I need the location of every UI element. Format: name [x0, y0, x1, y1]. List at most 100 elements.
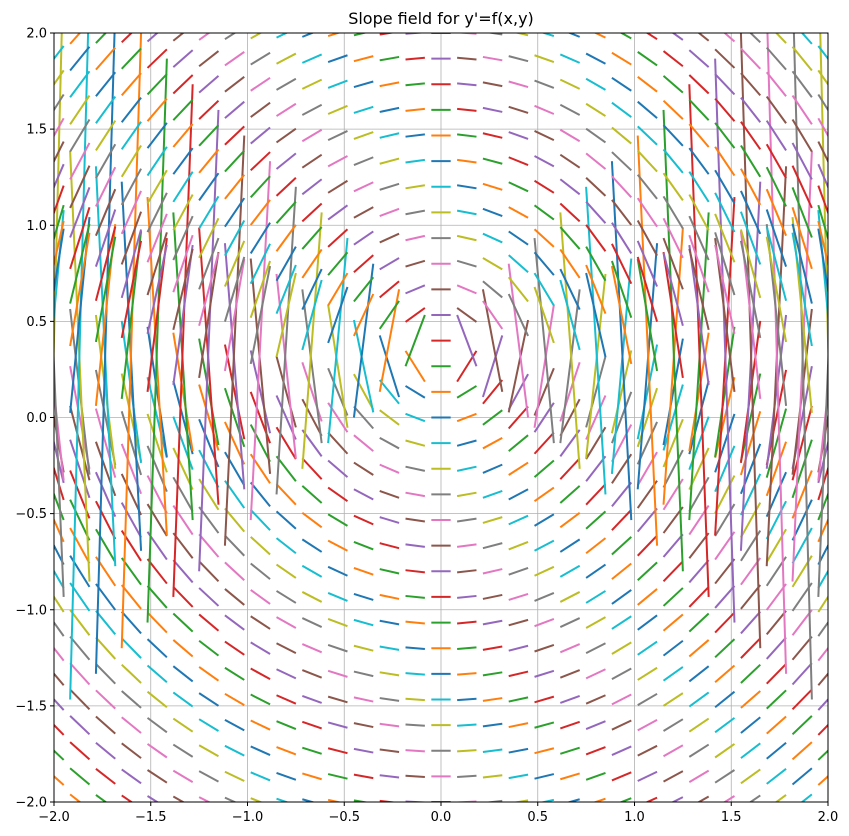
slope-segment	[379, 232, 400, 244]
y-tick-label: 0.0	[26, 411, 47, 426]
slope-segment	[585, 102, 607, 117]
slope-segment	[172, 74, 194, 95]
slope-segment	[740, 663, 761, 684]
slope-segment	[817, 723, 828, 736]
slope-segment	[791, 715, 813, 736]
slope-segment	[533, 286, 555, 344]
slope-segment	[250, 76, 271, 92]
slope-segment	[559, 289, 581, 444]
slope-segment	[457, 107, 477, 112]
slope-segment	[662, 533, 684, 558]
slope-segment	[611, 199, 633, 226]
slope-segment	[457, 749, 477, 753]
slope-segment	[405, 543, 426, 548]
slope-segment	[817, 382, 828, 481]
slope-segment	[301, 564, 323, 578]
slope-segment	[69, 94, 91, 125]
slope-segment	[69, 46, 91, 72]
slope-segment	[198, 744, 219, 758]
slope-segment	[791, 499, 813, 541]
slope-segment	[249, 424, 271, 463]
slope-segment	[54, 382, 65, 481]
slope-segment	[636, 174, 658, 200]
slope-segment	[54, 723, 65, 736]
slope-segment	[172, 691, 194, 708]
slope-segment	[120, 373, 143, 462]
slope-segment	[662, 251, 684, 379]
slope-segment	[507, 276, 529, 303]
slope-segment	[688, 123, 710, 148]
slope-segment	[353, 405, 375, 430]
slope-segment	[224, 640, 245, 656]
slope-segment	[95, 500, 117, 540]
slope-segment	[250, 797, 264, 802]
slope-segment	[819, 33, 828, 381]
slope-segment	[120, 190, 142, 235]
slope-segment	[301, 178, 323, 196]
slope-segment	[534, 643, 555, 653]
slope-segment	[636, 258, 659, 372]
slope-segment	[508, 670, 529, 678]
slope-segment	[559, 398, 581, 437]
slope-segment	[817, 228, 828, 296]
slope-segment	[456, 543, 477, 548]
slope-segment	[54, 93, 65, 112]
slope-segment	[69, 232, 91, 347]
slope-segment	[817, 204, 828, 242]
slope-segment	[456, 314, 478, 367]
slope-segment	[121, 794, 134, 802]
slope-segment	[585, 152, 607, 170]
slope-segment	[54, 204, 65, 242]
slope-segment	[817, 141, 828, 164]
slope-segment	[533, 272, 555, 307]
slope-segment	[662, 384, 684, 451]
slope-segment	[198, 195, 220, 230]
slope-segment	[585, 272, 607, 358]
slope-segment	[379, 157, 400, 165]
slope-segment	[95, 33, 107, 44]
slope-segment	[54, 595, 65, 613]
slope-segment	[379, 132, 400, 139]
slope-segment	[172, 559, 194, 584]
slope-segment	[353, 799, 370, 802]
slope-segment	[353, 131, 374, 140]
slope-segment	[405, 107, 425, 112]
slope-segment	[405, 749, 425, 753]
slope-segment	[121, 47, 142, 70]
slope-segment	[559, 226, 581, 250]
slope-segment	[379, 516, 400, 524]
slope-segment	[223, 243, 246, 490]
slope-segment	[224, 770, 245, 782]
slope-segment	[198, 587, 220, 607]
slope-segment	[94, 236, 117, 343]
slope-segment	[533, 304, 555, 428]
slope-segment	[198, 252, 220, 327]
slope-segment	[740, 716, 761, 734]
slope-segment	[224, 197, 246, 228]
slope-segment	[482, 593, 503, 600]
slope-segment	[688, 639, 710, 658]
slope-segment	[585, 177, 607, 197]
slope-segment	[223, 344, 246, 440]
slope-segment	[249, 243, 271, 285]
slope-segment	[714, 638, 736, 659]
slope-segment	[534, 669, 555, 678]
slope-segment	[662, 148, 684, 174]
slope-segment	[791, 741, 813, 761]
slope-segment	[688, 769, 710, 784]
slope-segment	[69, 405, 91, 481]
slope-segment	[327, 773, 348, 780]
slope-segment	[585, 77, 606, 91]
slope-segment	[250, 641, 271, 655]
slope-segment	[585, 483, 607, 506]
slope-segment	[456, 158, 477, 164]
slope-segment	[327, 618, 348, 628]
slope-segment	[508, 230, 529, 246]
slope-segment	[559, 53, 581, 64]
slope-segment	[585, 537, 607, 555]
slope-segment	[714, 558, 736, 585]
slope-segment	[379, 106, 400, 113]
slope-segment	[456, 439, 477, 447]
slope-segment	[275, 152, 297, 170]
slope-segment	[508, 156, 529, 167]
